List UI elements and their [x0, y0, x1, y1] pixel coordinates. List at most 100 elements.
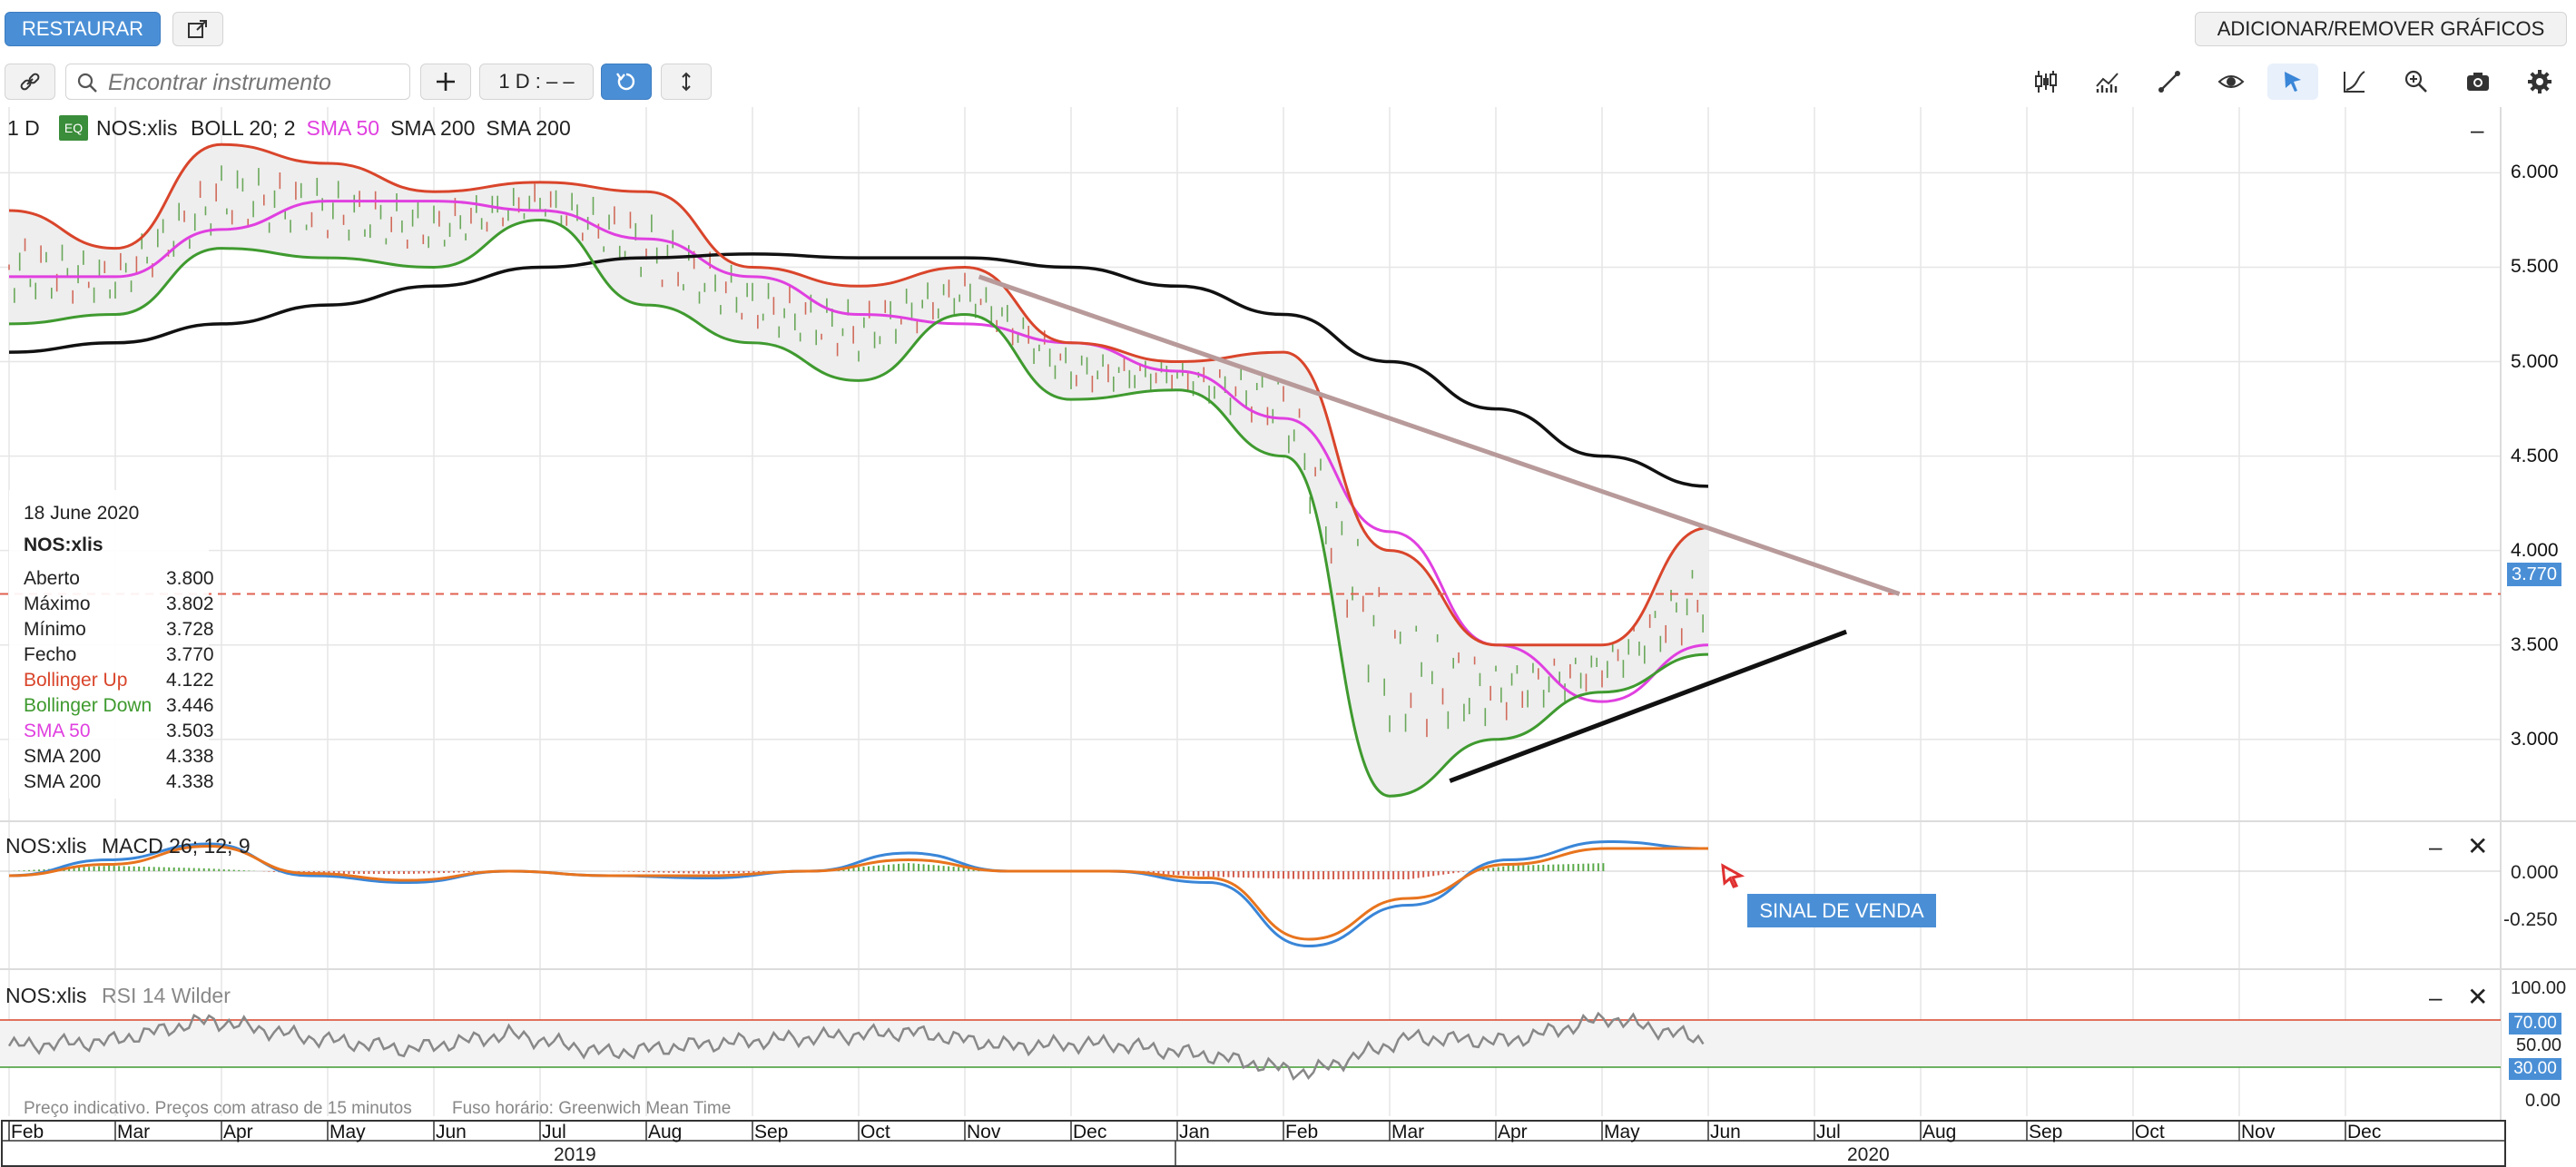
- month-label-13: Mar: [1391, 1122, 1425, 1142]
- macd-signal-line: [8, 844, 1708, 941]
- settings-button[interactable]: [2514, 64, 2565, 100]
- link-icon: [20, 73, 40, 91]
- sell-signal-annotation: SINAL DE VENDA: [1747, 894, 1936, 927]
- y-tick-1: 5.500: [2511, 256, 2559, 278]
- macd-tick-0: 0.000: [2511, 862, 2559, 883]
- tooltip-label-0: Aberto: [24, 568, 80, 589]
- interval-label: 1 D: [7, 116, 40, 140]
- y-tick-4: 4.000: [2511, 539, 2559, 561]
- candlestick-icon: [2035, 71, 2057, 93]
- close-macd-icon[interactable]: ✕: [2467, 832, 2489, 860]
- undo-icon: [616, 73, 635, 91]
- macd-line: [8, 839, 1709, 948]
- x-axis-box: [1, 1120, 2506, 1167]
- indicator-label-2: SMA 200: [390, 116, 476, 140]
- search-icon: [77, 73, 97, 93]
- delay-note: Preço indicativo. Preços com atraso de 1…: [24, 1099, 412, 1118]
- tooltip-instrument: NOS:xlis: [24, 534, 103, 555]
- month-label-4: Jun: [436, 1122, 467, 1142]
- month-label-6: Aug: [648, 1122, 683, 1142]
- tooltip-label-1: Máximo: [24, 593, 91, 614]
- month-label-14: Apr: [1498, 1122, 1528, 1142]
- rsi-instrument: NOS:xlis: [5, 984, 87, 1007]
- chart-type-icon: [2096, 73, 2119, 93]
- undo-button[interactable]: [601, 64, 652, 100]
- close-rsi-icon[interactable]: ✕: [2467, 983, 2489, 1011]
- macd-instrument: NOS:xlis: [5, 834, 87, 858]
- camera-icon: [2467, 73, 2489, 91]
- rsi-level-70-label: 70.00: [2509, 1013, 2561, 1035]
- tooltip-date: 18 June 2020: [24, 503, 140, 524]
- month-label-0: Feb: [11, 1122, 44, 1142]
- rsi-tick-50: 50.00: [2516, 1035, 2562, 1055]
- data-tooltip: 18 June 2020 NOS:xlis Aberto 3.800 Máximo 3…: [9, 490, 214, 799]
- candlestick-button[interactable]: [2020, 64, 2071, 100]
- tooltip-value-2: 3.728: [166, 619, 214, 640]
- month-label-19: Sep: [2029, 1122, 2063, 1142]
- add-remove-charts-button[interactable]: ADICIONAR/REMOVER GRÁFICOS: [2195, 12, 2567, 46]
- curve-button[interactable]: [2329, 64, 2380, 100]
- minimize-macd-icon[interactable]: –: [2429, 833, 2443, 860]
- year-label-2019: 2019: [554, 1144, 596, 1165]
- link-button[interactable]: [5, 64, 55, 100]
- month-label-17: Jul: [1816, 1122, 1841, 1142]
- month-label-3: May: [329, 1122, 366, 1142]
- curve-icon: [2344, 71, 2365, 93]
- macd-label: MACD 26; 12; 9: [102, 834, 251, 858]
- timezone-note: Fuso horário: Greenwich Mean Time: [452, 1099, 732, 1118]
- add-instrument-button[interactable]: [420, 64, 471, 100]
- year-label-2020: 2020: [1847, 1144, 1890, 1165]
- month-label-2: Apr: [223, 1122, 253, 1142]
- eye-icon: [2217, 75, 2245, 88]
- y-tick-2: 5.000: [2511, 350, 2559, 372]
- cursor-button[interactable]: [2267, 64, 2318, 100]
- tooltip-label-4: Bollinger Up: [24, 670, 128, 691]
- external-window-button[interactable]: [172, 12, 223, 46]
- visibility-button[interactable]: [2206, 64, 2256, 100]
- y-tick-5: 3.500: [2511, 633, 2559, 655]
- zoom-button[interactable]: [2391, 64, 2442, 100]
- restore-button[interactable]: RESTAURAR: [5, 12, 161, 46]
- zoom-icon: [2404, 70, 2427, 93]
- vertical-resize-button[interactable]: [661, 64, 712, 100]
- tooltip-label-7: SMA 200: [24, 746, 102, 767]
- series-line-2: [8, 142, 1709, 647]
- month-label-12: Feb: [1285, 1122, 1319, 1142]
- rsi-level-30-label: 30.00: [2509, 1058, 2561, 1080]
- rsi-tick-0: 0.00: [2525, 1091, 2561, 1111]
- trendline-resistance: [978, 274, 1901, 596]
- indicator-label-3: SMA 200: [486, 116, 571, 140]
- tooltip-label-6: SMA 50: [24, 721, 91, 741]
- interval-button[interactable]: 1 D : – –: [479, 64, 594, 100]
- last-price-label: 3.770: [2507, 563, 2561, 586]
- vertical-resize-icon: [682, 72, 691, 92]
- month-label-7: Sep: [754, 1122, 789, 1142]
- indicator-labels: BOLL 20; 2 SMA 50 SMA 200 SMA 200: [191, 116, 571, 141]
- tooltip-value-5: 3.446: [166, 695, 214, 716]
- gear-icon: [2528, 70, 2551, 93]
- tooltip-value-7: 4.338: [166, 746, 214, 767]
- screenshot-button[interactable]: [2453, 64, 2503, 100]
- tooltip-value-3: 3.770: [166, 644, 214, 665]
- tooltip-value-6: 3.503: [166, 721, 214, 741]
- tooltip-value-8: 4.338: [166, 771, 214, 792]
- tooltip-label-5: Bollinger Down: [24, 695, 152, 716]
- month-label-1: Mar: [117, 1122, 151, 1142]
- month-label-5: Jul: [542, 1122, 566, 1142]
- minimize-rsi-icon[interactable]: –: [2429, 984, 2443, 1011]
- trendline-support: [1449, 629, 1847, 783]
- search-field[interactable]: [65, 64, 410, 100]
- rsi-label: RSI 14 Wilder: [102, 984, 231, 1007]
- y-tick-3: 4.500: [2511, 445, 2559, 466]
- month-label-11: Jan: [1179, 1122, 1210, 1142]
- month-label-16: Jun: [1710, 1122, 1741, 1142]
- draw-line-button[interactable]: [2144, 64, 2195, 100]
- minimize-main-icon[interactable]: –: [2471, 116, 2484, 143]
- indicator-label-1: SMA 50: [306, 116, 380, 140]
- chart-type-button[interactable]: [2082, 64, 2133, 100]
- plus-icon: [437, 73, 455, 91]
- search-input[interactable]: [106, 68, 400, 97]
- month-label-8: Oct: [860, 1122, 890, 1142]
- tooltip-value-4: 4.122: [166, 670, 214, 691]
